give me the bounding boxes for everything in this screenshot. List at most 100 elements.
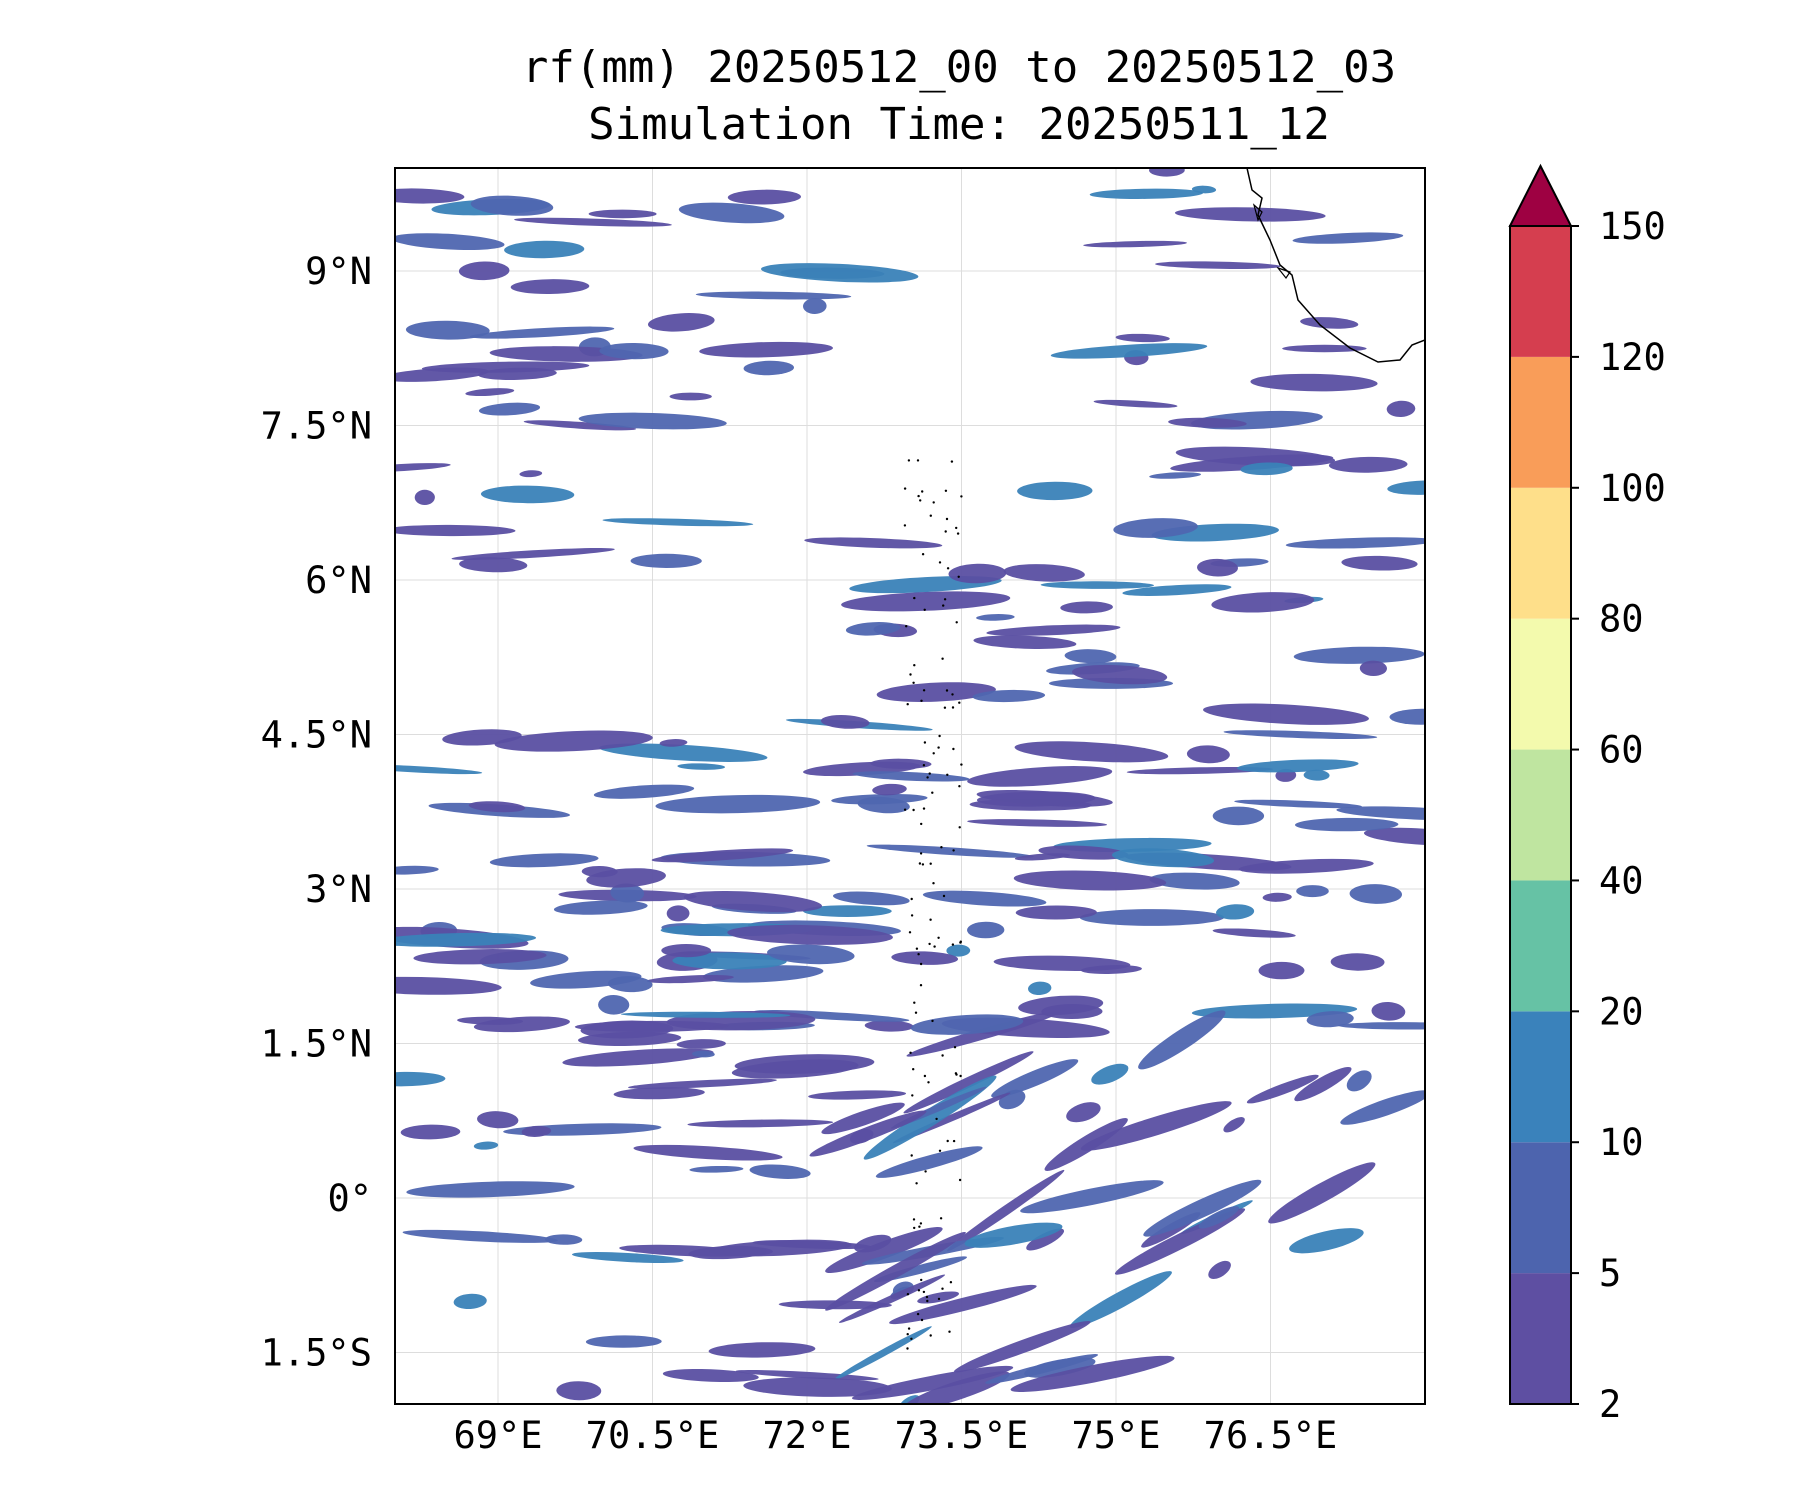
atoll-dot	[912, 808, 915, 812]
rain-streak	[689, 1165, 744, 1173]
atoll-dot	[910, 897, 913, 901]
rain-streak	[986, 624, 1121, 636]
atoll-dot	[931, 791, 934, 794]
atoll-dot	[912, 681, 915, 684]
rain-streak	[692, 1050, 715, 1058]
rain-streak	[646, 974, 734, 984]
colorbar-tick-label: 5	[1599, 1252, 1621, 1295]
colorbar-segment	[1510, 1273, 1571, 1404]
atoll-dot	[910, 914, 914, 917]
rain-streak	[1296, 885, 1329, 898]
rain-streak	[1223, 1117, 1245, 1133]
rain-streak	[1234, 799, 1362, 809]
rain-streak	[1389, 708, 1425, 725]
atoll-dot	[921, 553, 925, 556]
rain-streak	[395, 976, 502, 995]
atoll-dot	[953, 1046, 957, 1049]
rain-streak	[395, 188, 465, 204]
atoll-dot	[923, 608, 926, 611]
rain-streak	[1268, 1162, 1376, 1224]
atoll-dot	[942, 604, 945, 607]
rain-streak	[749, 1164, 811, 1179]
rain-streak	[1093, 399, 1178, 408]
atoll-dot	[941, 1054, 944, 1057]
colorbar-segment	[1510, 880, 1571, 1012]
rain-streak	[620, 1011, 791, 1018]
rain-streak	[1359, 660, 1387, 677]
rain-streak	[727, 924, 893, 945]
rain-streak	[903, 1051, 1034, 1114]
atoll-dot	[922, 689, 926, 692]
rain-streak	[1170, 454, 1334, 472]
rain-streak	[922, 890, 1047, 907]
atoll-dot	[913, 664, 916, 667]
rain-streak	[876, 682, 996, 702]
atoll-dot	[907, 1327, 911, 1330]
rain-streak	[834, 1326, 932, 1380]
colorbar-segment	[1510, 1142, 1571, 1274]
rain-streak	[1126, 766, 1274, 775]
rainfall-contours	[395, 168, 1425, 1404]
rain-streak	[743, 1377, 892, 1397]
rain-streak	[866, 844, 1034, 858]
atoll-dot	[920, 699, 923, 702]
rain-streak	[967, 819, 1108, 827]
rain-streak	[578, 412, 727, 430]
lat-tick-label: 3°N	[305, 868, 372, 911]
rain-streak	[734, 1054, 875, 1074]
rain-streak	[659, 739, 688, 747]
rain-streak	[1066, 1102, 1101, 1123]
colorbar-tick-label: 20	[1599, 990, 1644, 1033]
rain-streak	[613, 1087, 705, 1100]
rain-streak	[1064, 649, 1117, 664]
atoll-dot	[926, 1299, 929, 1303]
atoll-dot	[943, 598, 947, 601]
rain-streak	[1292, 232, 1404, 244]
rain-streak	[1014, 853, 1070, 861]
atoll-dot	[958, 1178, 962, 1182]
lat-tick-label: 0°	[327, 1177, 372, 1220]
rain-streak	[519, 470, 543, 478]
rain-streak	[633, 1144, 783, 1161]
rain-streak	[453, 1293, 487, 1310]
coastal-lake	[1252, 203, 1263, 222]
rain-streak	[676, 1039, 726, 1049]
rain-streak	[1168, 417, 1247, 428]
atoll-dot	[938, 561, 942, 564]
rain-streak	[1386, 400, 1416, 418]
rain-streak	[845, 622, 901, 636]
rain-streak	[1017, 481, 1093, 501]
rain-streak	[494, 730, 653, 752]
rain-streak	[1018, 995, 1104, 1016]
colorbar-tick-label: 150	[1599, 205, 1666, 248]
rain-streak	[647, 313, 715, 332]
atoll-dot	[924, 1170, 927, 1173]
atoll-dot	[954, 1072, 958, 1075]
atoll-dot	[928, 942, 931, 946]
rain-streak	[1363, 827, 1425, 846]
atoll-dot	[903, 487, 907, 490]
rain-streak	[1349, 884, 1402, 904]
rain-streak	[891, 951, 959, 965]
rain-streak	[1115, 333, 1170, 343]
atoll-dot	[916, 1312, 920, 1316]
rain-streak	[1149, 472, 1201, 479]
rain-streak	[825, 1226, 943, 1274]
rain-streak	[470, 195, 554, 216]
rain-streak	[598, 994, 630, 1015]
rain-streak	[825, 1231, 966, 1311]
rain-streak	[838, 1274, 946, 1323]
rain-streak	[1069, 1271, 1172, 1329]
lat-tick-label: 1.5°N	[261, 1023, 372, 1066]
rain-streak	[1237, 759, 1359, 773]
rain-streak	[683, 890, 823, 913]
atoll-dot	[906, 1293, 910, 1296]
atoll-dot	[958, 701, 961, 704]
rain-streak	[910, 1014, 1024, 1035]
rain-streak	[480, 485, 575, 504]
colorbar-segment	[1510, 487, 1571, 619]
atoll-dot	[941, 657, 944, 660]
rain-streak	[666, 905, 690, 922]
rain-streak	[1285, 537, 1425, 549]
atoll-dot	[938, 734, 941, 738]
